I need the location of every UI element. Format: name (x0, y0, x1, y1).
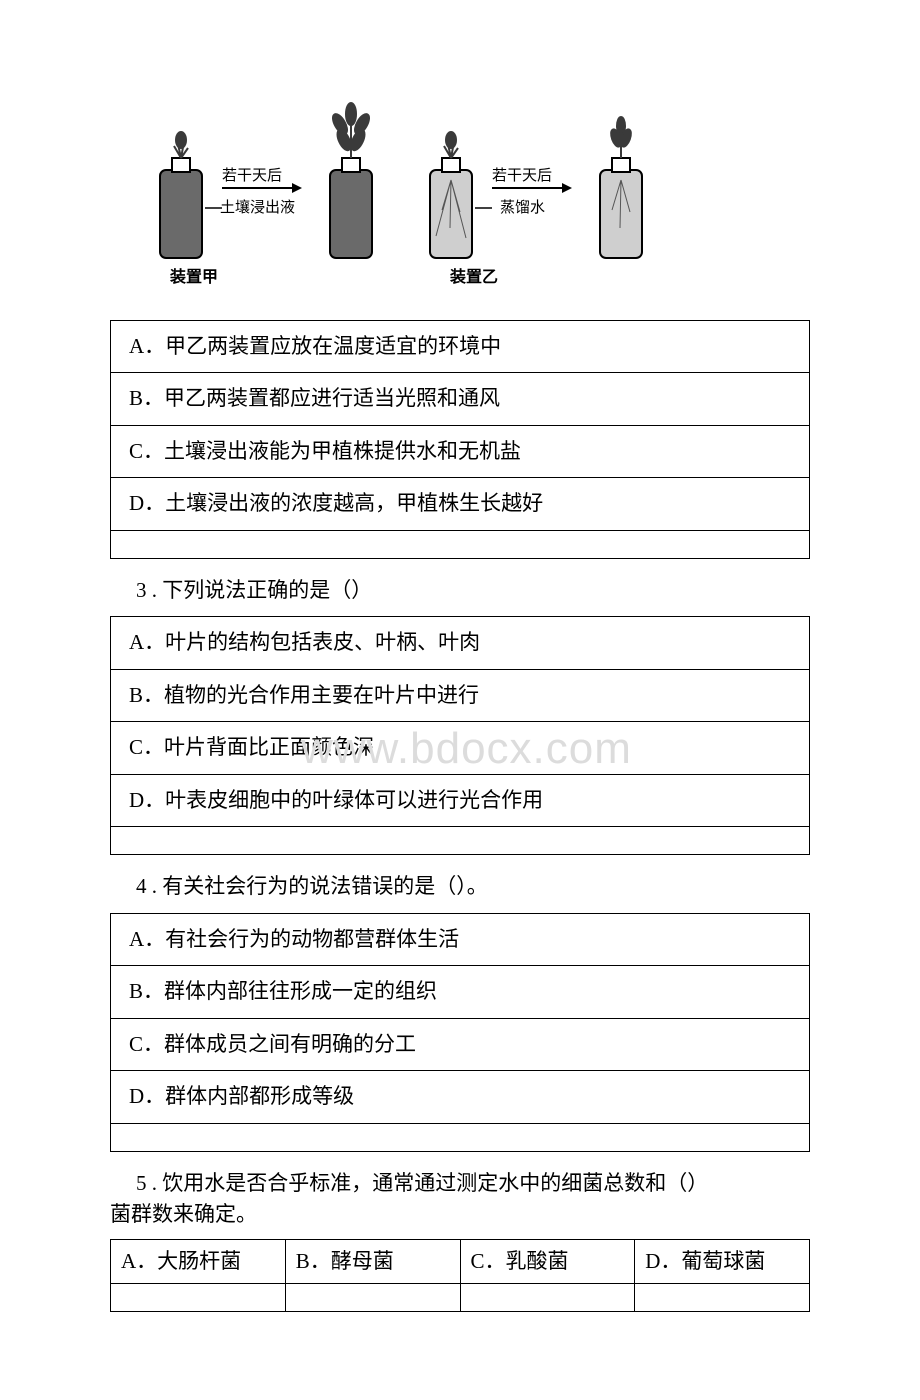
arrow-label-1: 若干天后 (222, 167, 282, 184)
q3-options-table: A．叶片的结构包括表皮、叶柄、叶肉 B．植物的光合作用主要在叶片中进行 C．叶片… (110, 616, 810, 855)
q4-option-a: A．有社会行为的动物都营群体生活 (111, 913, 810, 966)
q2-options-table: A．甲乙两装置应放在温度适宜的环境中 B．甲乙两装置都应进行适当光照和通风 C．… (110, 320, 810, 559)
q2-option-a: A．甲乙两装置应放在温度适宜的环境中 (111, 320, 810, 373)
q5-option-d: D．葡萄球菌 (635, 1239, 810, 1284)
caption-device-jia: 装置甲 (169, 267, 218, 286)
q5-empty-1 (111, 1284, 286, 1312)
q2-empty-row (111, 530, 810, 558)
q5-empty-2 (285, 1284, 460, 1312)
q5-options-table: A．大肠杆菌 B．酵母菌 C．乳酸菌 D．葡萄球菌 (110, 1239, 810, 1313)
caption-left-1: 土壤浸出液 (220, 198, 295, 216)
q5-stem: 5 . 饮用水是否合乎标准，通常通过测定水中的细菌总数和（） 菌群数来确定。 (110, 1168, 810, 1231)
q5-empty-4 (635, 1284, 810, 1312)
caption-device-yi: 装置乙 (449, 267, 498, 286)
experiment-diagram: 若干天后 土壤浸出液 装置甲 (130, 100, 790, 300)
q3-option-c: C．叶片背面比正面颜色深 www.bdocx.com (111, 722, 810, 775)
q4-option-b: B．群体内部往往形成一定的组织 (111, 966, 810, 1019)
q4-option-d: D．群体内部都形成等级 (111, 1071, 810, 1124)
arrow-label-2: 若干天后 (492, 167, 552, 184)
q3-option-d: D．叶表皮细胞中的叶绿体可以进行光合作用 (111, 774, 810, 827)
q4-options-table: A．有社会行为的动物都营群体生活 B．群体内部往往形成一定的组织 C．群体成员之… (110, 913, 810, 1152)
q5-empty-3 (460, 1284, 635, 1312)
q4-empty-row (111, 1123, 810, 1151)
q3-option-b: B．植物的光合作用主要在叶片中进行 (111, 669, 810, 722)
q5-stem-line2: 菌群数来确定。 (110, 1199, 810, 1231)
q2-option-c: C．土壤浸出液能为甲植株提供水和无机盐 (111, 425, 810, 478)
q3-option-c-text: C．叶片背面比正面颜色深 (129, 735, 374, 759)
q4-stem: 4 . 有关社会行为的说法错误的是（）。 (136, 871, 810, 903)
q5-option-c: C．乳酸菌 (460, 1239, 635, 1284)
q2-option-b: B．甲乙两装置都应进行适当光照和通风 (111, 373, 810, 426)
q3-option-a: A．叶片的结构包括表皮、叶柄、叶肉 (111, 617, 810, 670)
q5-option-a: A．大肠杆菌 (111, 1239, 286, 1284)
q2-option-d: D．土壤浸出液的浓度越高，甲植株生长越好 (111, 478, 810, 531)
q3-stem: 3 . 下列说法正确的是（） (136, 575, 810, 607)
q4-option-c: C．群体成员之间有明确的分工 (111, 1018, 810, 1071)
caption-right-1: 蒸馏水 (500, 199, 545, 216)
q5-option-b: B．酵母菌 (285, 1239, 460, 1284)
q5-stem-line1: 5 . 饮用水是否合乎标准，通常通过测定水中的细菌总数和（） (110, 1168, 810, 1200)
q3-empty-row (111, 827, 810, 855)
